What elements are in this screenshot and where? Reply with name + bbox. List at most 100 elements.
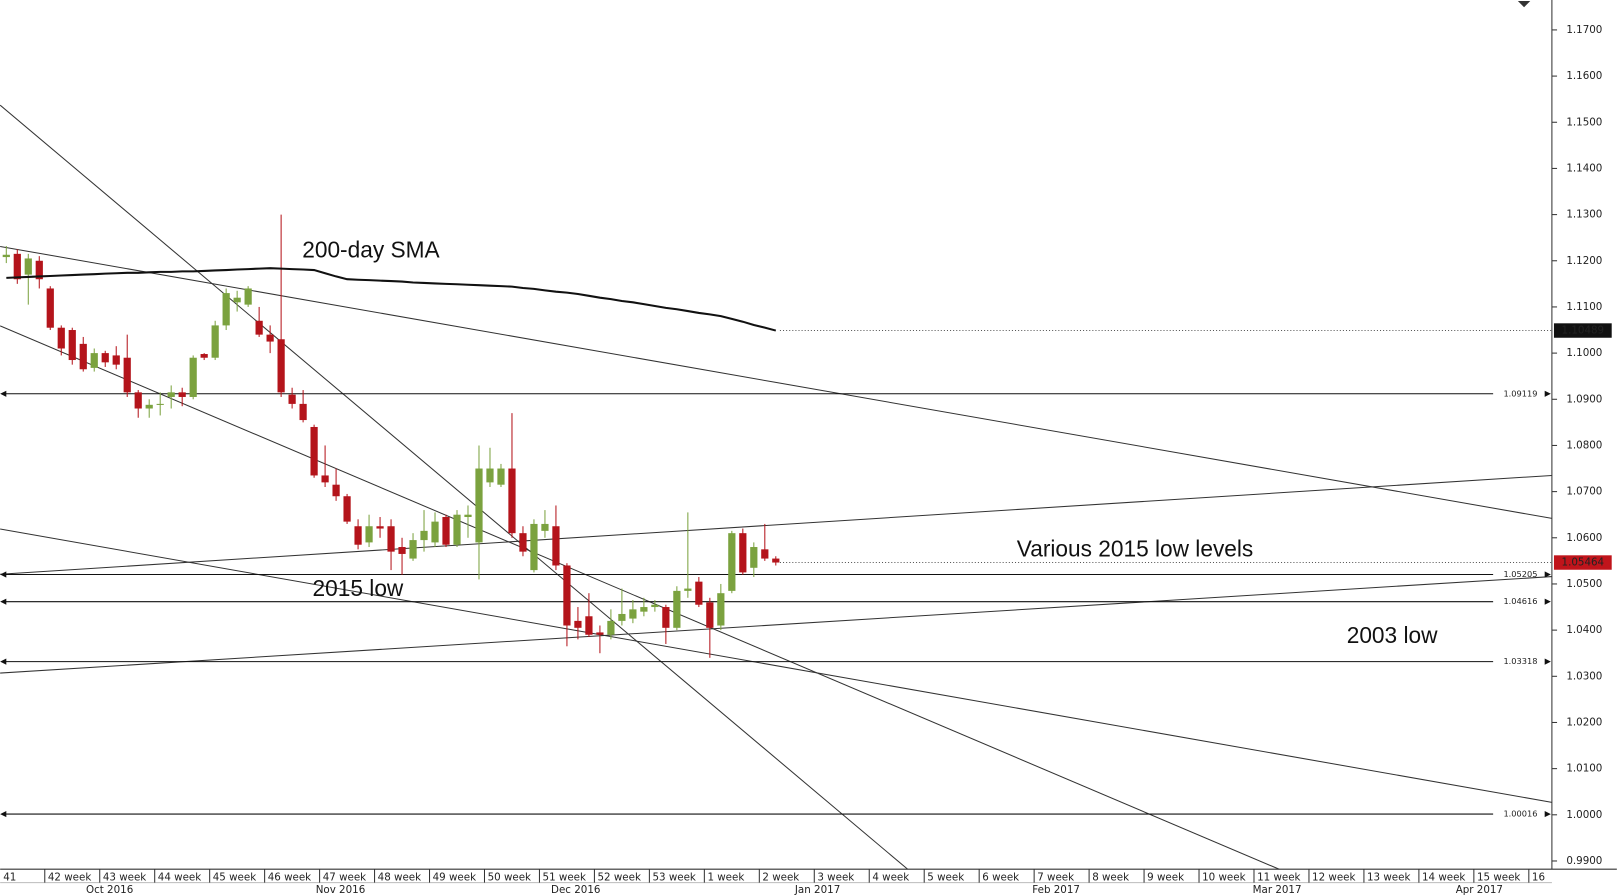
y-tick-label: 1.1700 xyxy=(1566,24,1602,36)
y-tick-label: 1.0100 xyxy=(1566,763,1602,775)
candle-body xyxy=(167,392,175,397)
x-tick-label: 3 week xyxy=(817,871,854,883)
candle-body xyxy=(541,523,549,531)
candle-body xyxy=(453,514,461,545)
y-tick-label: 1.0800 xyxy=(1566,439,1602,451)
candle-body xyxy=(13,253,21,280)
candle-body xyxy=(420,530,428,541)
y-tick-label: 1.0900 xyxy=(1566,393,1602,405)
x-tick-label: 6 week xyxy=(982,871,1019,883)
annotation: 2015 low xyxy=(313,575,404,601)
y-tick-label: 1.1100 xyxy=(1566,301,1602,313)
x-tick-label: 44 week xyxy=(158,871,201,883)
candle-body xyxy=(57,327,65,349)
y-tick-label: 1.0300 xyxy=(1566,670,1602,682)
candle-body xyxy=(530,523,538,571)
x-tick-label: 51 week xyxy=(543,871,586,883)
candle-body xyxy=(629,609,637,619)
price-label: 1.10489 xyxy=(1562,325,1605,337)
candle-body xyxy=(585,616,593,635)
candle-body xyxy=(717,593,725,626)
candle-body xyxy=(750,547,758,568)
y-tick-label: 1.1000 xyxy=(1566,347,1602,359)
candle-body xyxy=(486,468,494,483)
x-tick-label: 16 xyxy=(1532,871,1545,883)
month-label: Feb 2017 xyxy=(1032,884,1080,896)
candle-body xyxy=(222,293,230,326)
x-tick-label: 11 week xyxy=(1257,871,1300,883)
candle-body xyxy=(563,565,571,626)
annotation: Various 2015 low levels xyxy=(1017,536,1254,562)
month-label: Apr 2017 xyxy=(1456,884,1503,896)
level-arrow xyxy=(0,571,7,578)
candle-body xyxy=(145,404,153,409)
x-tick-label: 10 week xyxy=(1202,871,1245,883)
candle-body xyxy=(574,620,582,628)
level-label: 1.00016 xyxy=(1503,809,1537,819)
candle-body xyxy=(640,607,648,612)
x-tick-label: 49 week xyxy=(433,871,476,883)
candle-body xyxy=(475,468,483,543)
candle-body xyxy=(189,357,197,397)
month-label: Jan 2017 xyxy=(794,884,840,896)
candle-body xyxy=(739,533,747,573)
candle-body xyxy=(684,588,692,591)
candle-body xyxy=(288,394,296,404)
menu-dropdown[interactable] xyxy=(1517,1,1531,8)
x-tick-label: 43 week xyxy=(103,871,146,883)
candle-body xyxy=(68,330,76,361)
candle-body xyxy=(35,260,43,280)
x-tick-label: 8 week xyxy=(1092,871,1129,883)
candle-body xyxy=(24,258,32,275)
month-label: Oct 2016 xyxy=(86,884,133,896)
candle-body xyxy=(321,475,329,483)
y-tick-label: 1.0500 xyxy=(1566,578,1602,590)
sma-line xyxy=(6,267,777,332)
y-tick-label: 1.0400 xyxy=(1566,624,1602,636)
candle-body xyxy=(112,355,120,365)
candle-body xyxy=(508,468,516,534)
candle-body xyxy=(178,392,186,397)
y-tick-label: 1.1300 xyxy=(1566,209,1602,221)
level-arrow xyxy=(1544,390,1551,397)
candle-body xyxy=(464,514,472,518)
candle-body xyxy=(376,526,384,529)
candle-body xyxy=(431,521,439,543)
candle-body xyxy=(233,297,241,303)
x-tick-label: 12 week xyxy=(1312,871,1355,883)
candle-body xyxy=(134,392,142,409)
y-tick-label: 1.0700 xyxy=(1566,486,1602,498)
price-label-box xyxy=(1553,555,1612,570)
x-tick-label: 46 week xyxy=(268,871,311,883)
candle-body xyxy=(497,468,505,485)
candle-body xyxy=(101,353,109,363)
candle-body xyxy=(662,607,670,628)
y-tick-label: 1.0000 xyxy=(1566,809,1602,821)
trend-line xyxy=(0,576,1552,674)
level-arrow xyxy=(1544,810,1551,818)
candle-body xyxy=(398,547,406,554)
candle-body xyxy=(442,517,450,545)
x-tick-label: 42 week xyxy=(48,871,91,883)
candle-body xyxy=(156,403,164,405)
candle-body xyxy=(673,590,681,628)
candle-body xyxy=(211,325,219,358)
x-tick-label: 52 week xyxy=(598,871,641,883)
level-arrow xyxy=(1544,598,1551,605)
candle-body xyxy=(387,526,395,552)
x-tick-label: 13 week xyxy=(1367,871,1410,883)
candle-body xyxy=(200,354,208,358)
x-tick-label: 2 week xyxy=(762,871,799,883)
candle-body xyxy=(695,581,703,605)
annotation: 2003 low xyxy=(1347,622,1438,648)
candle-body xyxy=(90,353,98,368)
level-arrow xyxy=(1544,571,1551,578)
candle-body xyxy=(255,320,263,335)
x-tick-label: 1 week xyxy=(707,871,744,883)
level-arrow xyxy=(0,390,7,397)
x-tick-label: 50 week xyxy=(488,871,531,883)
month-label: Mar 2017 xyxy=(1253,884,1302,896)
